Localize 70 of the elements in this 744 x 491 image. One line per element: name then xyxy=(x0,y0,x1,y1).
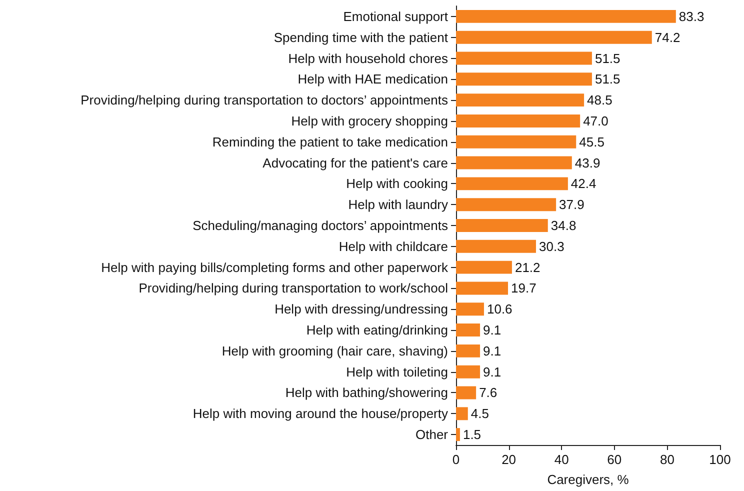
data-label: 34.8 xyxy=(550,218,576,233)
bar xyxy=(456,135,576,148)
y-tick-label: Help with toileting xyxy=(346,364,448,380)
data-label: 42.4 xyxy=(570,176,596,192)
bar xyxy=(456,282,508,295)
bar xyxy=(456,52,592,65)
bar xyxy=(456,177,568,190)
data-label: 37.9 xyxy=(559,197,584,212)
y-tick-label: Help with household chores xyxy=(288,50,448,66)
y-tick-label: Other xyxy=(415,427,449,442)
bar xyxy=(456,94,584,107)
y-tick-label: Help with HAE medication xyxy=(298,72,448,87)
y-tick-label: Providing/helping during transportation to doctors’ appointments xyxy=(80,92,448,108)
y-tick-label: Help with laundry xyxy=(348,197,448,212)
y-tick-label: Scheduling/managing doctors’ appointments xyxy=(192,218,448,233)
data-label: 7.6 xyxy=(479,385,498,400)
bar xyxy=(456,324,480,337)
data-label: 48.5 xyxy=(587,92,612,108)
bar xyxy=(456,302,484,316)
data-label: 4.5 xyxy=(470,406,489,422)
data-label: 51.5 xyxy=(594,72,620,87)
y-tick-label: Help with dressing/undressing xyxy=(274,302,448,317)
y-tick-label: Providing/helping during transportation to work/school xyxy=(138,280,448,296)
data-label: 9.1 xyxy=(483,364,502,380)
x-tick-label: 0 xyxy=(452,452,460,467)
bar xyxy=(456,386,476,400)
bar xyxy=(456,30,652,44)
y-tick-label: Help with eating/drinking xyxy=(306,322,448,338)
data-label: 1.5 xyxy=(462,427,482,442)
bar xyxy=(456,365,480,378)
bar xyxy=(456,428,460,442)
x-tick-label: 100 xyxy=(709,452,731,467)
bar xyxy=(456,344,480,358)
bar xyxy=(456,407,468,420)
y-tick-label: Help with bathing/showering xyxy=(285,385,448,400)
y-tick-label: Emotional support xyxy=(343,8,448,24)
x-axis-title: Caregivers, % xyxy=(547,472,630,487)
data-label: 83.3 xyxy=(678,8,704,24)
bar xyxy=(456,240,536,253)
data-label: 74.2 xyxy=(654,30,680,45)
y-tick-label: Reminding the patient to take medication xyxy=(212,134,448,150)
data-label: 47.0 xyxy=(583,113,608,128)
y-tick-label: Help with paying bills/completing forms and other paperwork xyxy=(101,260,448,275)
data-label: 30.3 xyxy=(538,238,564,254)
y-tick-label: Help with grocery shopping xyxy=(291,113,448,128)
bar xyxy=(456,10,676,23)
bar xyxy=(456,260,512,274)
bar xyxy=(456,156,572,170)
y-tick-label: Advocating for the patient's care xyxy=(262,155,448,170)
y-tick-label: Spending time with the patient xyxy=(274,30,448,45)
x-tick-label: 60 xyxy=(607,452,622,467)
data-label: 10.6 xyxy=(486,302,512,317)
x-tick-label: 80 xyxy=(660,452,674,467)
y-tick-label: Help with cooking xyxy=(346,176,448,192)
bar xyxy=(456,114,580,128)
data-label: 9.1 xyxy=(483,322,502,338)
data-label: 19.7 xyxy=(511,280,536,296)
bar xyxy=(456,219,548,232)
data-label: 9.1 xyxy=(483,343,502,358)
bar xyxy=(456,198,556,212)
data-label: 51.5 xyxy=(594,50,620,66)
y-tick-label: Help with grooming (hair care, shaving) xyxy=(222,343,448,358)
y-tick-label: Help with childcare xyxy=(338,238,448,254)
data-label: 43.9 xyxy=(574,155,600,170)
bar xyxy=(456,72,592,86)
data-label: 45.5 xyxy=(579,134,604,150)
x-tick-label: 20 xyxy=(502,452,516,467)
x-tick-label: 40 xyxy=(554,452,569,467)
y-tick-label: Help with moving around the house/property xyxy=(192,406,448,422)
data-label: 21.2 xyxy=(514,260,540,275)
